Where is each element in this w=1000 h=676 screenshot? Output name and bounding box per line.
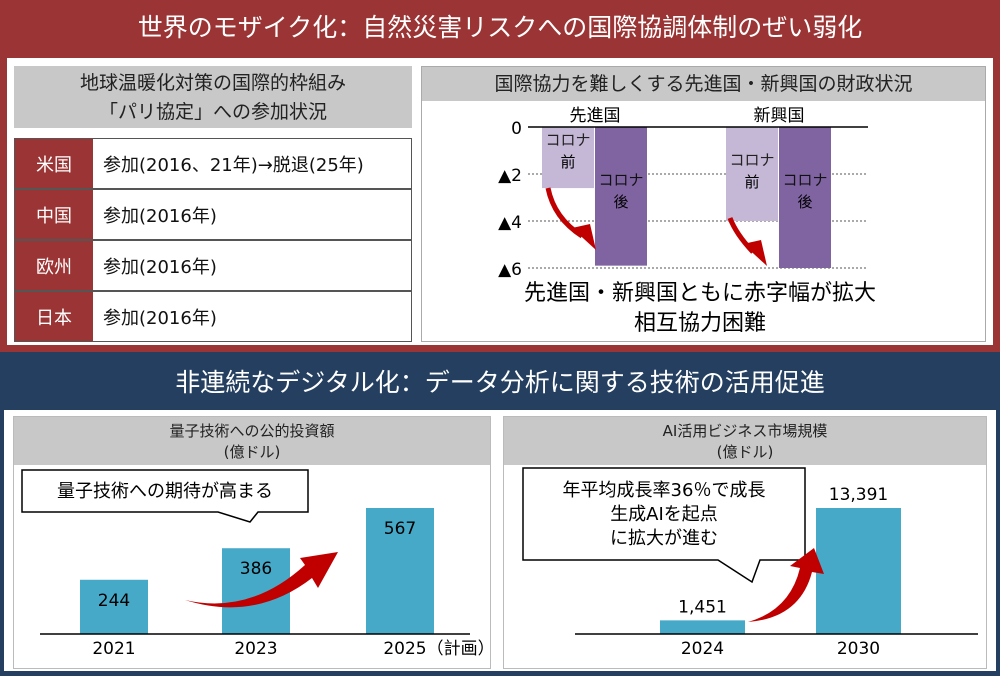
status-cell: 参加(2016年) [103,256,217,278]
paris-title-line2: 「パリ協定」への参加状況 [98,101,327,123]
bar-label-line2: 後 [797,193,812,211]
callout-text: 量子技術への期待が高まる [57,481,273,502]
x-tick-label: 2023 [234,639,277,659]
growth-arrow [748,548,824,622]
bar-value-label: 1,451 [678,597,727,617]
callout-text: 年平均成長率36％で成長 [563,480,766,501]
group-label: 新興国 [754,106,805,126]
ai-header: AI活用ビジネス市場規模 (億ドル) [504,417,986,465]
y-tick-label: ▲2 [498,166,522,186]
bar [366,508,434,634]
y-tick-label: ▲6 [498,260,522,280]
bar-value-label: 244 [98,591,130,611]
bar [660,620,745,634]
bar [726,127,778,221]
quantum-header: 量子技術への公的投資額 (億ドル) [14,417,490,465]
bottom-frame-bottom [0,671,1000,676]
callout-text: 生成AIを起点 [610,504,718,525]
bar [816,508,901,634]
country-cell: 米国 [15,139,93,188]
bar-label-line2: 前 [560,153,575,171]
paris-header: 地球温暖化対策の国際的枠組み 「パリ協定」への参加状況 [14,66,412,128]
status-cell: 参加(2016年) [103,205,217,227]
fiscal-panel [421,66,986,342]
bottom-frame-right [996,410,1000,676]
growth-arrow [185,552,338,608]
y-tick-label: ▲4 [498,213,522,233]
bottom-frame-left [0,410,4,676]
status-cell: 参加(2016年) [103,307,217,329]
paris-title-line1: 地球温暖化対策の国際的枠組み [79,72,346,94]
fiscal-caption-line2: 相互協力困難 [634,311,766,336]
x-tick-label: 2025（計画） [383,639,494,659]
callout-text: に拡大が進む [610,528,718,549]
paris-row: 日本 参加(2016年) [14,291,412,342]
group-label: 先進国 [570,106,621,126]
bar [542,127,594,189]
bar-label-line2: 前 [744,173,759,191]
fiscal-title: 国際協力を難しくする先進国・新興国の財政状況 [422,67,985,101]
quantum-panel [13,416,491,669]
bar-label-line1: コロナ [545,131,590,149]
bar [595,127,647,266]
fiscal-caption-line1: 先進国・新興国ともに赤字幅が拡大 [524,281,876,306]
bottom-section-title: 非連続なデジタル化：データ分析に関する技術の活用促進 [0,352,1000,410]
country-cell: 中国 [15,190,93,239]
x-tick-label: 2024 [681,639,724,659]
bar-label-line1: コロナ [729,151,774,169]
quantum-title: 量子技術への公的投資額 [169,422,335,440]
country-cell: 日本 [15,292,93,341]
bar-value-label: 567 [384,519,416,539]
callout-box [522,467,806,584]
arrow-head [572,224,596,250]
paris-row: 欧州 参加(2016年) [14,240,412,291]
x-tick-label: 2021 [92,639,135,659]
paris-row: 中国 参加(2016年) [14,189,412,240]
top-section-title: 世界のモザイク化：自然災害リスクへの国際協調体制のぜい弱化 [137,13,863,42]
x-tick-label: 2030 [837,639,880,659]
ai-panel [503,416,987,669]
bar-label-line1: コロナ [598,171,643,189]
bar-label-line2: 後 [613,193,628,211]
status-cell: 参加(2016、21年)→脱退(25年) [103,154,364,176]
bar-value-label: 13,391 [829,485,888,505]
bar-value-label: 386 [240,559,272,579]
bar-label-line1: コロナ [782,171,827,189]
bar [80,579,148,634]
paris-row: 米国 参加(2016、21年)→脱退(25年) [14,138,412,189]
callout-box [21,469,309,523]
quantum-unit: (億ドル) [223,443,281,461]
country-cell: 欧州 [15,241,93,290]
ai-unit: (億ドル) [716,443,774,461]
y-tick-label: 0 [511,119,522,139]
bar [779,127,831,268]
arrow-head [743,240,767,266]
ai-title: AI活用ビジネス市場規模 [662,422,828,440]
